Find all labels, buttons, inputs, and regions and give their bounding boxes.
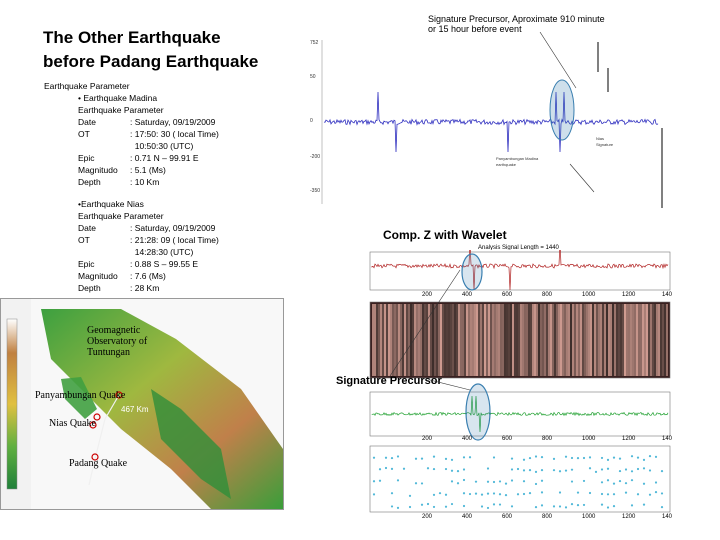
- svg-text:50: 50: [310, 74, 316, 80]
- nias-header: •Earthquake Nias: [78, 199, 144, 209]
- title-line-2: before Padang Earthquake: [43, 52, 259, 71]
- madina-block: • Earthquake Madina Earthquake Parameter…: [44, 92, 294, 294]
- wavelet-title: Comp. Z with Wavelet: [383, 228, 507, 242]
- axis-tick-label: 200: [422, 436, 433, 442]
- param-row: 10:50:30 (UTC): [130, 141, 194, 151]
- connector-lines: [389, 269, 471, 391]
- svg-text:Nias: Nias: [596, 136, 604, 141]
- signature-bottom-caption: Signature Precursor: [336, 375, 442, 387]
- axis-tick-label: 1400: [662, 514, 672, 520]
- axis-tick-label: 200: [422, 514, 433, 520]
- earthquake-parameters: Earthquake Parameter • Earthquake Madina…: [44, 80, 294, 294]
- axis-tick-label: 800: [542, 436, 553, 442]
- map-label-distance: 467 Km: [121, 405, 149, 414]
- param-row: Epic: 0.88 S – 99.55 E: [78, 259, 199, 269]
- param-row: OT: 17:50: 30 ( local Time): [78, 129, 219, 139]
- param-row: Date: Saturday, 09/19/2009: [78, 223, 216, 233]
- top-signal-plot: 752 50 0 -200 -350 Nias Signature Panyam…: [308, 32, 666, 208]
- param-row: 14:28:30 (UTC): [130, 247, 194, 257]
- axis-tick-label: 1000: [582, 436, 596, 442]
- axis-tick-label: 400: [462, 514, 473, 520]
- signature-top-caption: Signature Precursor, Aproximate 910 minu…: [428, 14, 605, 34]
- axis-tick-label: 600: [502, 436, 513, 442]
- slide-title: The Other Earthquake before Padang Earth…: [43, 26, 303, 74]
- axis-tick-label: 400: [462, 436, 473, 442]
- madina-header: • Earthquake Madina: [78, 93, 158, 103]
- axis-tick-label: 1200: [622, 514, 636, 520]
- axis-tick-label: 1200: [622, 292, 636, 298]
- map-label-nias: Nias Quake: [49, 418, 96, 429]
- madina-sub: Earthquake Parameter: [78, 105, 164, 115]
- param-row: Magnitudo: 7.6 (Ms): [78, 271, 166, 281]
- param-row: Date: Saturday, 09/19/2009: [78, 117, 216, 127]
- svg-text:752: 752: [310, 40, 319, 46]
- svg-text:Signature: Signature: [596, 142, 614, 147]
- axis-tick-label: 600: [502, 292, 513, 298]
- axis-tick-label: 400: [462, 292, 473, 298]
- axis-tick-label: 200: [422, 292, 433, 298]
- params-heading: Earthquake Parameter: [44, 81, 130, 91]
- top-signal-svg: 752 50 0 -200 -350 Nias Signature Panyam…: [310, 32, 663, 208]
- param-row: Depth: 28 Km: [78, 283, 160, 293]
- map-svg: [1, 299, 283, 509]
- axis-tick-label: 1400: [662, 436, 672, 442]
- axis-tick-label: 1000: [582, 514, 596, 520]
- axis-tick-label: 1200: [622, 436, 636, 442]
- axis-tick-label: 1000: [582, 292, 596, 298]
- axis-tick-label: 800: [542, 292, 553, 298]
- svg-text:-350: -350: [310, 188, 320, 194]
- axis-tick-label: 1400: [662, 292, 672, 298]
- wavelet-svg: 200 200 200 400 400 400 600 600 600 800 800 800 1000…: [369, 250, 672, 520]
- sumatra-map: Geomagnetic Observatory of Tuntungan Pan…: [0, 298, 284, 510]
- param-row: OT: 21:28: 09 ( local Time): [78, 235, 219, 245]
- axis-tick-label: 600: [502, 514, 513, 520]
- svg-text:0: 0: [310, 118, 313, 124]
- svg-text:Panyambungan Madina: Panyambungan Madina: [496, 156, 539, 161]
- nias-sub: Earthquake Parameter: [78, 211, 164, 221]
- param-row: Depth: 10 Km: [78, 177, 160, 187]
- param-row: Epic: 0.71 N – 99.91 E: [78, 153, 199, 163]
- wavelet-subtitle: Analysis Signal Length = 1440: [478, 245, 559, 251]
- axis-tick-label: 800: [542, 514, 553, 520]
- map-label-observatory: Geomagnetic Observatory of Tuntungan: [87, 325, 148, 358]
- title-line-1: The Other Earthquake: [43, 28, 221, 47]
- svg-text:-200: -200: [310, 154, 320, 160]
- map-label-panyambungan: Panyambungan Quake: [35, 390, 126, 401]
- map-label-padang: Padang Quake: [69, 458, 128, 469]
- wavelet-figure: 200 200 200 400 400 400 600 600 600 800 800 800 1000…: [360, 250, 672, 520]
- svg-text:earthquake: earthquake: [496, 162, 517, 167]
- param-row: Magnitudo: 5.1 (Ms): [78, 165, 166, 175]
